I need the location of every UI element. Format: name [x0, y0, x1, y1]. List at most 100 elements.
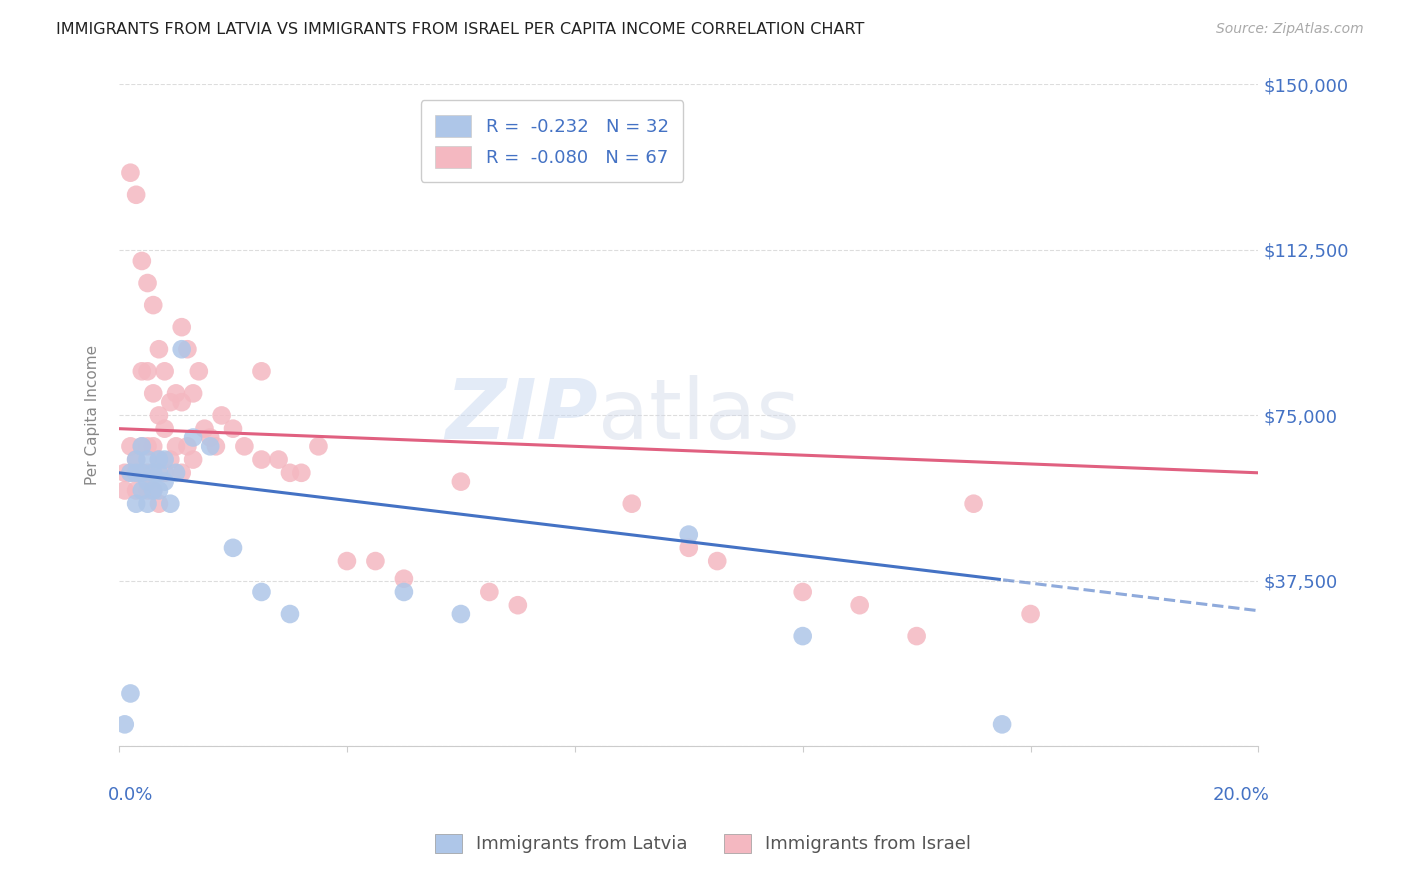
Point — [136, 497, 159, 511]
Point — [131, 254, 153, 268]
Point — [392, 572, 415, 586]
Point — [136, 483, 159, 498]
Point — [153, 475, 176, 489]
Point — [165, 439, 187, 453]
Point — [278, 466, 301, 480]
Text: ZIP: ZIP — [444, 375, 598, 456]
Point — [120, 439, 142, 453]
Point — [148, 452, 170, 467]
Point — [905, 629, 928, 643]
Point — [211, 409, 233, 423]
Point — [153, 422, 176, 436]
Point — [142, 483, 165, 498]
Point — [131, 466, 153, 480]
Point — [290, 466, 312, 480]
Point — [153, 466, 176, 480]
Point — [142, 439, 165, 453]
Point — [131, 364, 153, 378]
Point — [136, 475, 159, 489]
Point — [392, 585, 415, 599]
Point — [250, 452, 273, 467]
Point — [187, 364, 209, 378]
Point — [153, 452, 176, 467]
Point — [176, 343, 198, 357]
Point — [125, 466, 148, 480]
Point — [142, 483, 165, 498]
Point — [120, 166, 142, 180]
Point — [165, 466, 187, 480]
Point — [136, 466, 159, 480]
Point — [181, 386, 204, 401]
Point — [267, 452, 290, 467]
Point — [848, 598, 870, 612]
Point — [792, 585, 814, 599]
Point — [148, 343, 170, 357]
Point — [120, 686, 142, 700]
Point — [278, 607, 301, 621]
Point — [120, 466, 142, 480]
Text: IMMIGRANTS FROM LATVIA VS IMMIGRANTS FROM ISRAEL PER CAPITA INCOME CORRELATION C: IMMIGRANTS FROM LATVIA VS IMMIGRANTS FRO… — [56, 22, 865, 37]
Point — [136, 439, 159, 453]
Point — [148, 466, 170, 480]
Point — [170, 343, 193, 357]
Point — [159, 497, 181, 511]
Point — [792, 629, 814, 643]
Point — [250, 585, 273, 599]
Text: 0.0%: 0.0% — [108, 786, 153, 805]
Point — [170, 395, 193, 409]
Point — [165, 386, 187, 401]
Point — [125, 483, 148, 498]
Point — [125, 466, 148, 480]
Point — [153, 364, 176, 378]
Point — [131, 483, 153, 498]
Point — [222, 541, 245, 555]
Point — [620, 497, 643, 511]
Y-axis label: Per Capita Income: Per Capita Income — [86, 345, 100, 485]
Point — [506, 598, 529, 612]
Point — [125, 187, 148, 202]
Point — [142, 386, 165, 401]
Point — [131, 439, 153, 453]
Point — [131, 466, 153, 480]
Point — [336, 554, 359, 568]
Point — [159, 395, 181, 409]
Point — [159, 452, 181, 467]
Point — [205, 439, 228, 453]
Point — [364, 554, 387, 568]
Point — [114, 483, 136, 498]
Point — [148, 497, 170, 511]
Point — [125, 452, 148, 467]
Point — [181, 430, 204, 444]
Point — [250, 364, 273, 378]
Point — [991, 717, 1014, 731]
Point — [114, 717, 136, 731]
Point — [200, 439, 222, 453]
Point — [170, 320, 193, 334]
Point — [1019, 607, 1042, 621]
Point — [170, 466, 193, 480]
Point — [148, 483, 170, 498]
Point — [136, 276, 159, 290]
Point — [222, 422, 245, 436]
Point — [176, 439, 198, 453]
Point — [136, 364, 159, 378]
Point — [125, 497, 148, 511]
Point — [450, 475, 472, 489]
Legend: Immigrants from Latvia, Immigrants from Israel: Immigrants from Latvia, Immigrants from … — [427, 827, 979, 861]
Point — [120, 466, 142, 480]
Point — [181, 452, 204, 467]
Text: 20.0%: 20.0% — [1213, 786, 1270, 805]
Point — [450, 607, 472, 621]
Point — [706, 554, 728, 568]
Point — [962, 497, 984, 511]
Text: atlas: atlas — [598, 375, 800, 456]
Legend: R =  -0.232   N = 32, R =  -0.080   N = 67: R = -0.232 N = 32, R = -0.080 N = 67 — [420, 100, 683, 182]
Point — [114, 466, 136, 480]
Point — [233, 439, 256, 453]
Point — [125, 452, 148, 467]
Point — [478, 585, 501, 599]
Point — [148, 409, 170, 423]
Point — [142, 466, 165, 480]
Point — [678, 541, 700, 555]
Point — [307, 439, 329, 453]
